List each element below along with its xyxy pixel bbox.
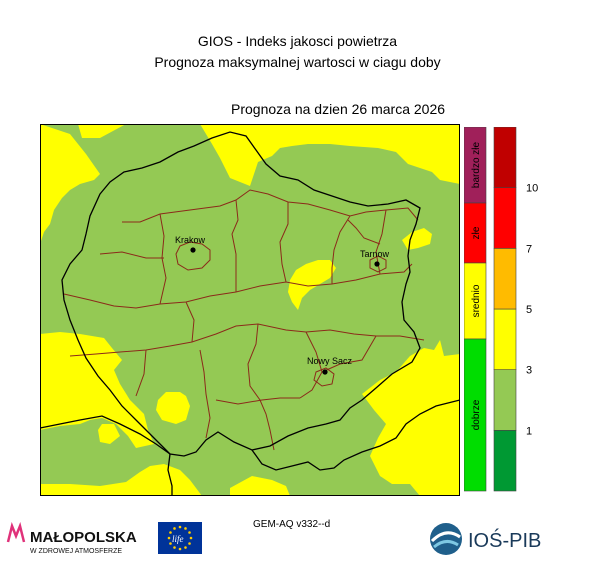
tarnow-district	[369, 255, 387, 273]
life-text: life	[172, 534, 184, 544]
eu-stars-icon	[167, 525, 193, 551]
legend-category: złe	[464, 202, 487, 264]
scale-tick-label: 10	[526, 183, 538, 195]
scale-bars	[493, 127, 517, 492]
malopolska-wordmark: MAŁOPOLSKA	[30, 529, 137, 546]
border-south-segment	[167, 453, 173, 496]
voivodeship-border	[61, 131, 421, 457]
legend-category: bardzo złe	[464, 127, 487, 204]
ios-globe-icon	[430, 523, 462, 555]
ios-pib-logo: IOŚ-PIB	[430, 523, 541, 555]
scale-swatch	[493, 187, 517, 249]
scale-swatch	[493, 369, 517, 431]
scale-swatch	[493, 248, 517, 310]
scale-swatch	[493, 127, 517, 188]
legend-category: srednio	[464, 262, 487, 340]
ios-wave-icon	[430, 531, 461, 543]
eu-life-logo: life	[158, 522, 202, 554]
legend-category-label: srednio	[471, 284, 482, 317]
page-subtitle: Prognoza maksymalnej wartosci w ciagu do…	[154, 54, 441, 70]
legend-category-label: dobrze	[471, 399, 482, 430]
scale-tick-label: 7	[526, 243, 532, 255]
southern-border-east	[251, 399, 460, 471]
page-title: GIOS - Indeks jakosci powietrza	[197, 33, 398, 49]
city-marker	[322, 369, 328, 375]
color-legend: bardzo złe złe srednio dobrze 1 3 5 7 10	[464, 127, 538, 492]
model-version: GEM-AQ v332--d	[253, 519, 331, 530]
city-tarnow: Tarnow	[360, 249, 390, 267]
scale-swatch	[493, 430, 517, 492]
krakow-district	[175, 241, 211, 271]
southern-border-west	[40, 415, 171, 455]
forecast-map: Krakow Tarnow Nowy Sacz	[40, 124, 460, 496]
malopolska-mark-icon	[6, 522, 26, 543]
scale-ticks: 1 3 5 7 10	[526, 183, 538, 438]
city-nowy-sacz: Nowy Sacz	[307, 356, 353, 375]
ios-wordmark: IOŚ-PIB	[468, 528, 541, 552]
nowy-sacz-district	[313, 367, 335, 387]
legend-category-label: złe	[471, 226, 482, 239]
map-frame	[40, 124, 460, 496]
scale-tick-label: 5	[526, 304, 532, 316]
forecast-date: Prognoza na dzien 26 marca 2026	[231, 101, 446, 117]
district-borders	[63, 189, 425, 451]
scale-tick-label: 3	[526, 365, 532, 377]
city-label: Tarnow	[360, 249, 390, 259]
legend-category: dobrze	[464, 338, 487, 492]
legend-category-label: bardzo złe	[471, 141, 482, 188]
city-krakow: Krakow	[175, 235, 206, 253]
yellow-zones	[40, 124, 460, 496]
malopolska-logo: MAŁOPOLSKA W ZDROWEJ ATMOSFERZE	[6, 522, 137, 555]
ios-wave-icon	[433, 540, 459, 549]
legend-category-swatch	[464, 338, 487, 492]
city-label: Nowy Sacz	[307, 356, 353, 366]
category-bars: bardzo złe złe srednio dobrze	[464, 127, 487, 492]
scale-swatch	[493, 308, 517, 370]
city-marker	[190, 247, 196, 253]
city-label: Krakow	[175, 235, 206, 245]
scale-tick-label: 1	[526, 425, 532, 437]
city-marker	[374, 261, 380, 267]
malopolska-tagline: W ZDROWEJ ATMOSFERZE	[30, 548, 122, 555]
